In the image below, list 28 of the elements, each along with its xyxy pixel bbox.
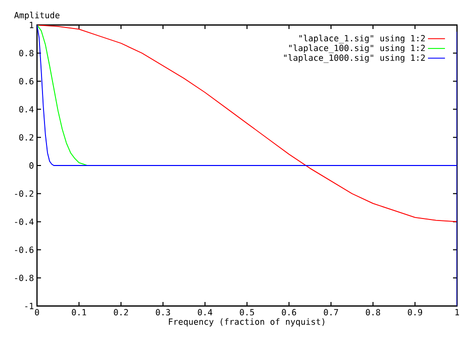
x-tick-label: 0.4 [198,309,212,316]
y-tick-label: 0.4 [19,106,34,113]
x-tick-label: 0.9 [408,309,422,316]
y-tick-label: 0.8 [19,50,34,56]
line-series [37,24,458,306]
y-tick-label: 0.6 [19,78,34,84]
y-tick-label: 0.2 [19,134,34,141]
x-tick-label: 1 [455,309,459,316]
y-tick-label: -0.2 [15,190,34,197]
legend-label: "laplace_100.sig" using 1:2 [289,44,425,54]
x-tick-label: 0.5 [240,309,254,316]
y-tick-label: -1 [25,302,34,310]
y-tick-label: -0.6 [15,246,34,254]
legend-label: "laplace_1.sig" using 1:2 [299,34,425,44]
x-tick-label: 0.7 [324,309,338,316]
y-tick-label: 1 [30,22,34,28]
x-tick-label: 0.6 [282,309,296,316]
legend-label: "laplace_1000.sig" using 1:2 [284,54,425,63]
y-axis-title: Amplitude [14,12,60,20]
y-tick-label: 0 [29,162,34,169]
x-tick-label: 0.3 [156,309,170,316]
x-axis-title: Frequency (fraction of nyquist) [168,318,324,326]
x-tick-label: 0.2 [114,309,128,316]
x-tick-label: 0 [35,309,39,316]
y-tick-label: -0.4 [15,218,34,225]
x-tick-label: 0.1 [72,309,86,316]
x-tick-label: 0.8 [366,309,380,316]
y-tick-label: -0.8 [15,274,34,282]
